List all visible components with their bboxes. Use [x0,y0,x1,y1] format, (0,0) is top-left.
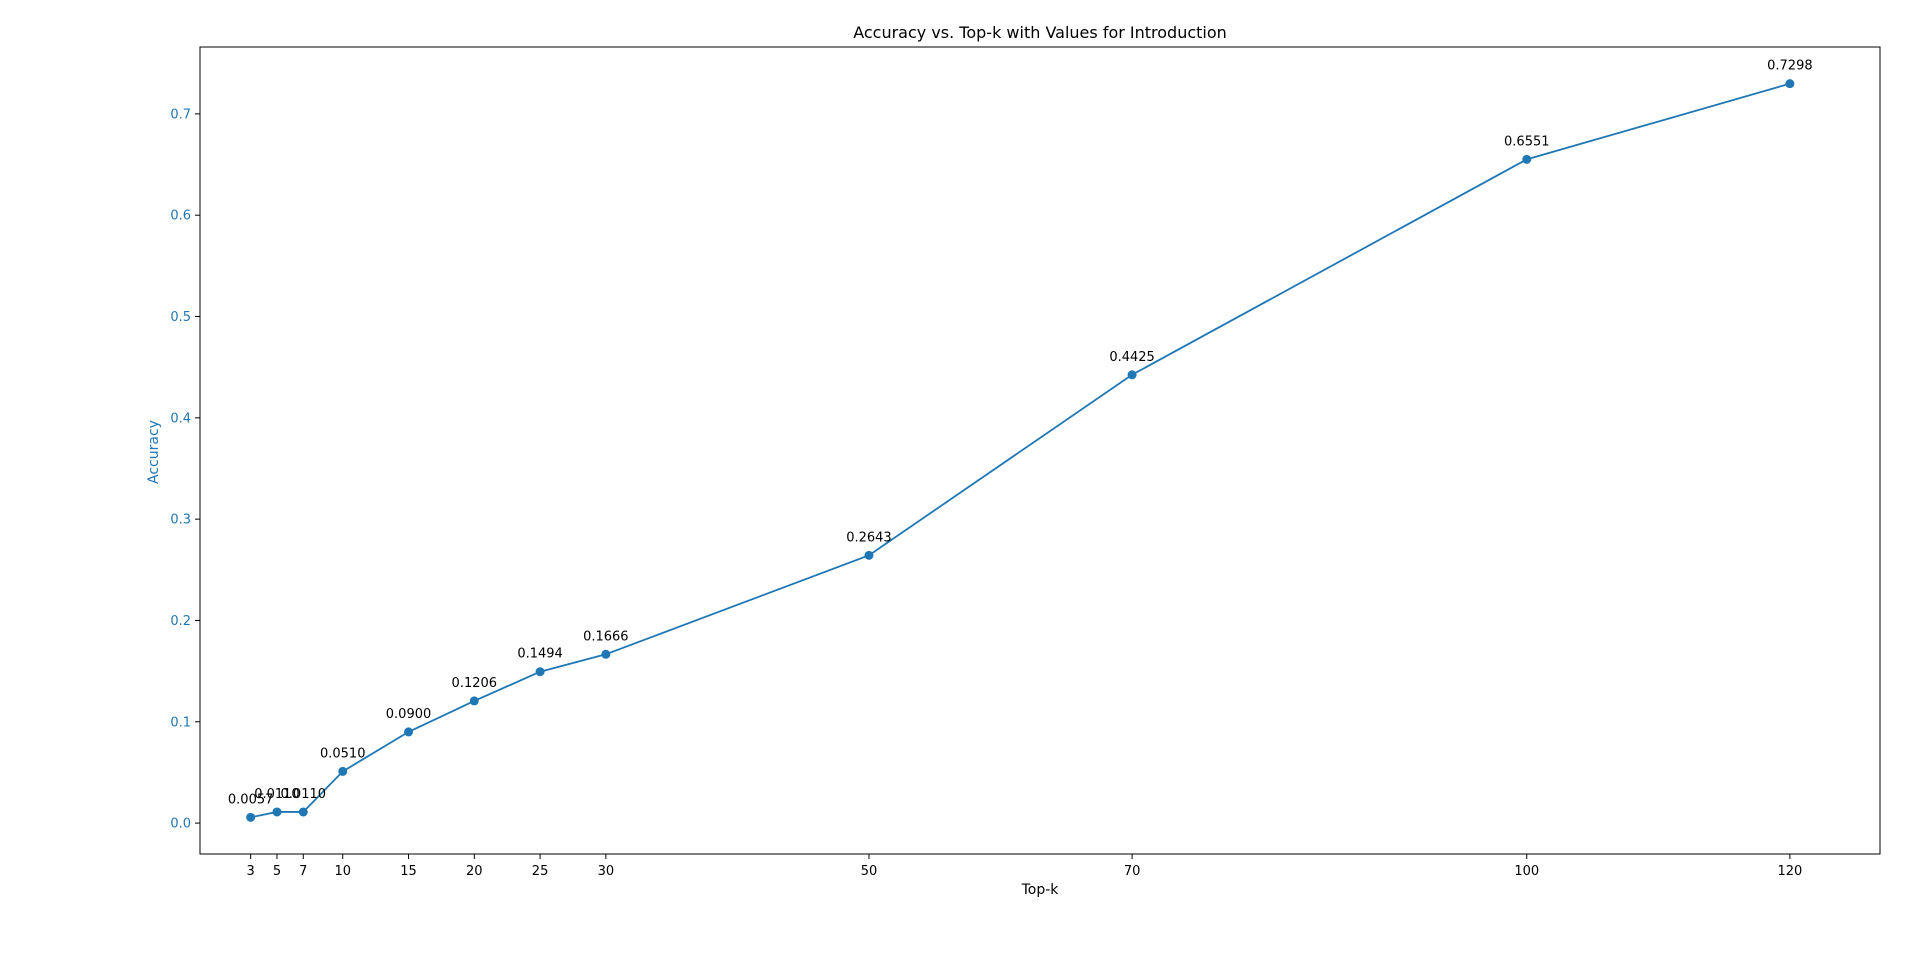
x-tick-label: 10 [334,864,351,879]
data-point [272,807,282,817]
y-tick-label: 0.5 [170,310,191,325]
data-point [469,696,479,706]
x-tick-label: 70 [1124,864,1141,879]
data-value-label: 0.0110 [254,787,300,802]
data-value-label: 0.0057 [228,792,274,807]
data-value-label: 0.0510 [320,746,366,761]
chart-title: Accuracy vs. Top-k with Values for Intro… [853,23,1227,42]
y-tick-label: 0.6 [170,209,191,224]
x-tick-label: 30 [598,864,615,879]
x-tick-label: 3 [247,864,255,879]
x-tick-label: 15 [400,864,417,879]
data-point [601,649,611,659]
data-value-label: 0.0110 [281,787,327,802]
x-tick-label: 50 [861,864,878,879]
data-point [246,812,256,822]
y-tick-label: 0.7 [170,107,191,122]
data-value-label: 0.1666 [583,629,629,644]
data-point [535,667,545,677]
data-value-label: 0.4425 [1109,350,1155,365]
data-value-label: 0.0900 [386,707,432,722]
x-tick-label: 5 [273,864,281,879]
x-axis-label: Top-k [1021,882,1060,898]
y-tick-label: 0.4 [170,411,191,426]
data-point [1127,370,1137,380]
x-tick-label: 7 [299,864,307,879]
x-tick-label: 25 [532,864,549,879]
data-point [1522,154,1532,164]
y-tick-label: 0.0 [170,817,191,832]
data-value-label: 0.6551 [1504,134,1550,149]
y-tick-label: 0.3 [170,513,191,528]
data-value-label: 0.7298 [1767,59,1813,74]
plot-frame [199,46,1881,855]
data-point [298,807,308,817]
data-point [1785,79,1795,89]
data-value-label: 0.1206 [452,676,498,691]
data-point [338,766,348,776]
y-tick-label: 0.2 [170,614,191,629]
data-value-label: 0.2643 [846,530,892,545]
plot-area: 3 5 7 10 15 20 25 30 50 70 100 120 0.0 0.1 0.2 0.3 0.4 0.… [170,46,1881,879]
x-tick-label: 120 [1777,864,1802,879]
data-point [404,727,414,737]
x-tick-label: 100 [1514,864,1539,879]
y-tick-label: 0.1 [170,715,191,730]
data-value-label: 0.1494 [517,647,563,662]
x-tick-label: 20 [466,864,483,879]
data-point [864,550,874,560]
y-axis-label: Accuracy [146,420,162,484]
